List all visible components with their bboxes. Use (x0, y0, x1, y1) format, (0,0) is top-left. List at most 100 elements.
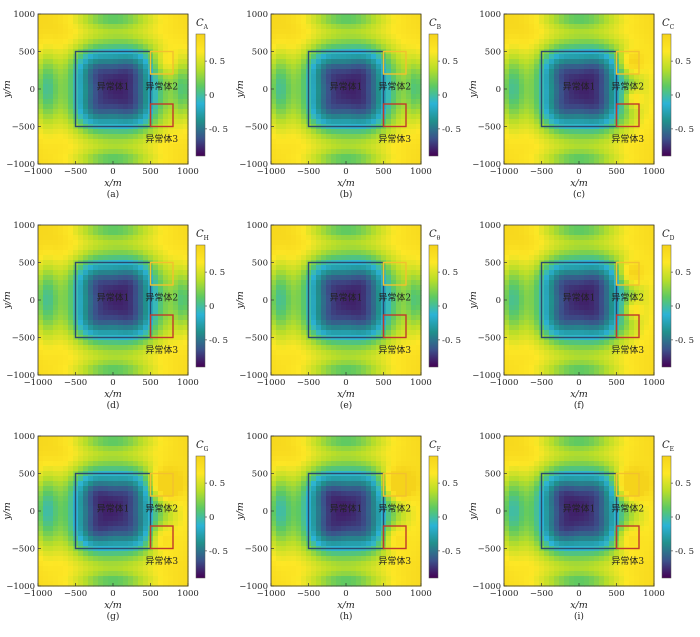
heatmap-cell (594, 69, 600, 75)
heatmap-cell (391, 139, 397, 145)
heatmap-cell (356, 305, 362, 311)
heatmap-cell (43, 265, 49, 271)
heatmap-cell (48, 235, 54, 241)
heatmap-cell (98, 154, 104, 160)
heatmap-cell (108, 370, 114, 376)
heatmap-cell (366, 370, 372, 376)
heatmap-cell (311, 305, 317, 311)
heatmap-cell (321, 290, 327, 296)
heatmap-panel: 异常体1 异常体2 异常体3 −1000 −500 0 500 1000 −1000 −500 0 5… (0, 211, 233, 422)
heatmap-cell (138, 275, 144, 281)
heatmap-cell (386, 149, 392, 155)
heatmap-cell (524, 225, 530, 231)
heatmap-cell (306, 245, 312, 251)
heatmap-cell (411, 280, 417, 286)
heatmap-cell (143, 69, 149, 75)
heatmap-cell (411, 84, 417, 90)
heatmap-cell (143, 280, 149, 286)
heatmap-cell (554, 44, 560, 50)
heatmap-cell (88, 240, 94, 246)
heatmap-cell (396, 225, 402, 231)
heatmap-cell (316, 144, 322, 150)
heatmap-cell (544, 305, 550, 311)
x-tick-label: −500 (297, 167, 320, 177)
heatmap-cell (108, 59, 114, 65)
heatmap-cell (346, 54, 352, 60)
heatmap-cell (574, 144, 580, 150)
heatmap-cell (366, 290, 372, 296)
heatmap-cell (396, 74, 402, 80)
heatmap-cell (168, 139, 174, 145)
heatmap-cell (286, 89, 292, 95)
heatmap-cell (346, 230, 352, 236)
heatmap-cell (519, 305, 525, 311)
heatmap-cell (509, 255, 515, 261)
anomaly-label-body2: 异常体2 (378, 291, 411, 303)
heatmap-cell (604, 59, 610, 65)
heatmap-cell (401, 315, 407, 321)
heatmap-cell (103, 14, 109, 20)
heatmap-cell (504, 134, 510, 140)
heatmap-cell (271, 89, 277, 95)
heatmap-cell (78, 139, 84, 145)
x-tick-label: −1000 (24, 378, 53, 388)
heatmap-cell (286, 79, 292, 85)
heatmap-cell (286, 260, 292, 266)
heatmap-cell (371, 89, 377, 95)
heatmap-cell (93, 34, 99, 40)
heatmap-cell (331, 44, 337, 50)
heatmap-cell (53, 124, 59, 130)
heatmap-cell (341, 19, 347, 25)
heatmap-cell (411, 64, 417, 70)
colorbar-tick-label: -0. 5 (442, 125, 461, 135)
heatmap-cell (589, 139, 595, 145)
heatmap-cell (376, 365, 382, 371)
heatmap-cell (326, 79, 332, 85)
heatmap-cell (321, 19, 327, 25)
heatmap-cell (178, 280, 184, 286)
heatmap-cell (68, 310, 74, 316)
heatmap-cell (346, 154, 352, 160)
heatmap-cell (103, 290, 109, 296)
heatmap-cell (271, 19, 277, 25)
heatmap-cell (554, 39, 560, 45)
heatmap-cell (158, 154, 164, 160)
x-axis-label: x/m (104, 389, 122, 400)
heatmap-cell (361, 34, 367, 40)
heatmap-cell (514, 285, 520, 291)
heatmap-cell (371, 29, 377, 35)
heatmap-cell (311, 355, 317, 361)
heatmap-cell (128, 79, 134, 85)
heatmap-cell (386, 250, 392, 256)
heatmap-cell (569, 154, 575, 160)
heatmap-cell (143, 154, 149, 160)
heatmap-cell (168, 29, 174, 35)
heatmap-cell (138, 129, 144, 135)
heatmap-cell (306, 144, 312, 150)
heatmap-cell (108, 119, 114, 125)
heatmap-cell (108, 275, 114, 281)
heatmap-cell (108, 79, 114, 85)
heatmap-cell (63, 154, 69, 160)
anomaly-box-body3 (382, 103, 407, 128)
heatmap-cell (53, 14, 59, 20)
heatmap-cell (406, 94, 412, 100)
heatmap-cell (594, 154, 600, 160)
heatmap-cell (286, 305, 292, 311)
heatmap-cell (564, 44, 570, 50)
heatmap-cell (168, 24, 174, 30)
heatmap-cell (43, 260, 49, 266)
heatmap-cell (539, 230, 545, 236)
heatmap-cell (311, 340, 317, 346)
heatmap-cell (113, 44, 119, 50)
heatmap-cell (296, 54, 302, 60)
heatmap-cell (291, 250, 297, 256)
heatmap-cell (276, 260, 282, 266)
heatmap-cell (38, 225, 44, 231)
heatmap-cell (599, 29, 605, 35)
heatmap-cell (554, 74, 560, 80)
heatmap-cell (366, 99, 372, 105)
heatmap-cell (381, 29, 387, 35)
colorbar (428, 244, 439, 368)
heatmap-cell (178, 149, 184, 155)
